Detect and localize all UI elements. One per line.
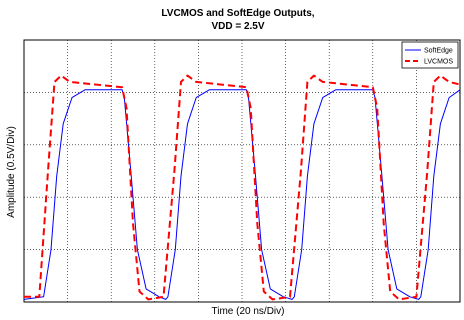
legend-label-softedge: SoftEdge bbox=[424, 48, 453, 55]
chart-title: LVCMOS and SoftEdge Outputs, bbox=[161, 8, 314, 19]
plot-frame bbox=[23, 39, 461, 303]
legend: SoftEdge LVCMOS bbox=[401, 41, 459, 69]
legend-label-lvcmos: LVCMOS bbox=[424, 59, 453, 66]
x-axis-label: Time (20 ns/Div) bbox=[212, 306, 285, 317]
series-line-lvcmos bbox=[24, 74, 461, 301]
series-group bbox=[23, 74, 461, 301]
y-axis-label: Amplitude (0.5V/Div) bbox=[6, 126, 17, 218]
grid bbox=[24, 40, 460, 302]
legend-box bbox=[401, 41, 459, 69]
chart-subtitle: VDD = 2.5V bbox=[211, 21, 264, 32]
